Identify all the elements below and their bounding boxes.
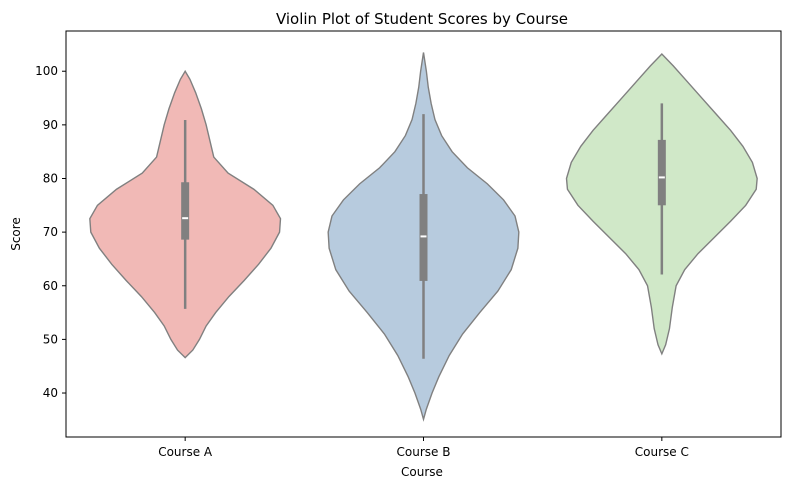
x-tick-label: Course A xyxy=(158,445,213,459)
y-tick-label: 70 xyxy=(43,225,58,239)
y-tick-label: 80 xyxy=(43,171,58,185)
iqr-box xyxy=(657,139,666,206)
chart-title: Violin Plot of Student Scores by Course xyxy=(276,10,568,28)
y-axis: 40 50 60 70 80 90 100 xyxy=(35,64,66,400)
y-tick-label: 40 xyxy=(43,386,58,400)
y-tick-label: 90 xyxy=(43,118,58,132)
x-axis: Course A Course B Course C xyxy=(158,437,689,459)
y-tick-label: 60 xyxy=(43,279,58,293)
x-axis-title: Course xyxy=(401,465,443,479)
iqr-box xyxy=(181,182,190,240)
x-tick-label: Course B xyxy=(397,445,451,459)
violins-group xyxy=(89,52,758,422)
iqr-box xyxy=(419,194,428,281)
y-tick-label: 100 xyxy=(35,64,58,78)
y-tick-label: 50 xyxy=(43,332,58,346)
x-tick-label: Course C xyxy=(635,445,689,459)
y-axis-title: Score xyxy=(9,217,23,251)
